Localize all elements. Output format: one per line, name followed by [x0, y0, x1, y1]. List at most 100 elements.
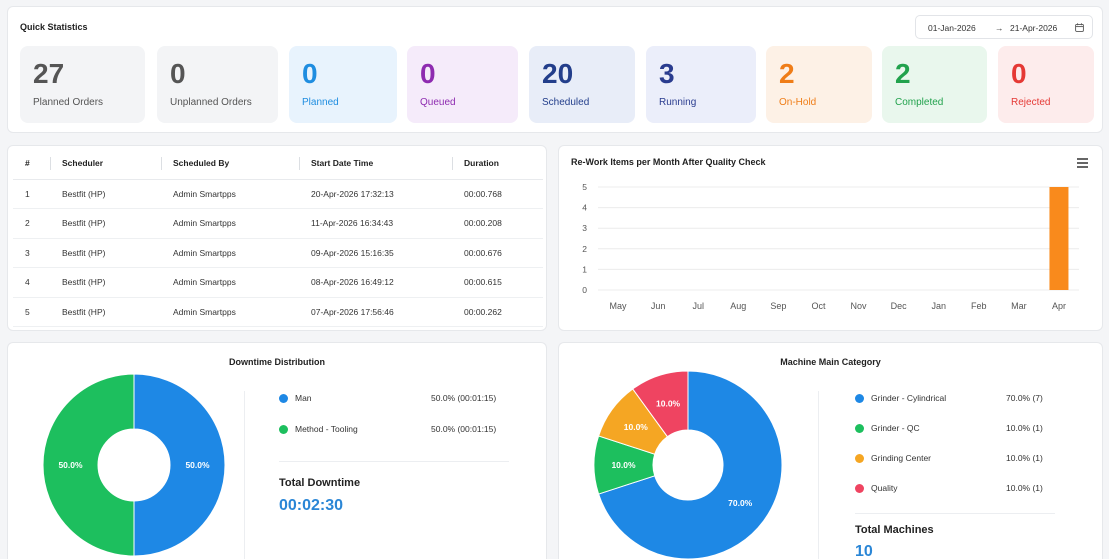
slice-label: 10.0% — [656, 399, 681, 409]
table-cell: Admin Smartpps — [161, 297, 299, 327]
stat-label: Planned Orders — [33, 97, 104, 108]
scheduler-history-table: # Scheduler Scheduled By Start Date Time Dur… — [13, 148, 543, 327]
bar[interactable] — [1049, 187, 1069, 290]
arrow-right-icon: → — [995, 23, 1004, 33]
date-to[interactable]: 21-Apr-2026 — [1010, 23, 1058, 33]
total-machines-value: 10 — [855, 543, 873, 559]
machine-category-donut-chart: 70.0% 10.0% 10.0% 10.0% — [593, 370, 783, 559]
legend-name: Quality — [871, 483, 898, 493]
column-header[interactable]: Scheduled By — [161, 148, 299, 180]
table-row[interactable]: 1 Bestfit (HP) Admin Smartpps 20-Apr-2026 1… — [13, 179, 543, 209]
stat-label: On-Hold — [779, 97, 817, 108]
stat-value: 0 — [1011, 58, 1027, 89]
donut-slice[interactable] — [133, 373, 226, 557]
legend-item[interactable]: Grinder - QC 10.0% (1) — [855, 423, 1076, 435]
stat-tile[interactable]: 0 Unplanned Orders — [157, 46, 278, 123]
table-row[interactable]: 2 Bestfit (HP) Admin Smartpps 11-Apr-2026 1… — [13, 208, 543, 239]
stat-value: 20 — [542, 58, 574, 89]
table-cell: 00:00.615 — [452, 267, 543, 298]
table-cell: 3 — [13, 238, 50, 268]
table-cell: Bestfit (HP) — [50, 179, 161, 209]
table-cell: Admin Smartpps — [161, 208, 299, 239]
legend-color-dot — [855, 394, 864, 403]
downtime-distribution-card: Downtime Distribution 50.0% 50.0% Man 50.0… — [7, 342, 547, 559]
divider — [279, 461, 509, 462]
legend-name: Grinding Center — [871, 453, 932, 463]
slice-label: 70.0% — [728, 498, 753, 508]
scheduler-history-table-card: # Scheduler Scheduled By Start Date Time Dur… — [7, 145, 547, 331]
legend-item[interactable]: Grinding Center 10.0% (1) — [855, 453, 1076, 465]
stat-tile[interactable]: 20 Scheduled — [529, 46, 635, 123]
table-cell: 1 — [13, 179, 50, 209]
legend-value: 50.0% (00:01:15) — [431, 424, 497, 434]
column-header[interactable]: # — [13, 148, 50, 180]
stat-label: Scheduled — [542, 97, 590, 108]
stat-tile[interactable]: 0 Rejected — [998, 46, 1094, 123]
legend-color-dot — [855, 424, 864, 433]
stat-tile[interactable]: 0 Queued — [407, 46, 518, 123]
machine-chart-title: Machine Main Category — [780, 357, 881, 367]
legend-color-dot — [855, 454, 864, 463]
date-range-picker[interactable]: 01-Jan-2026 → 21-Apr-2026 — [915, 15, 1093, 39]
legend-color-dot — [279, 425, 288, 434]
table-cell: 08-Apr-2026 16:49:12 — [299, 267, 452, 298]
stat-tile[interactable]: 27 Planned Orders — [20, 46, 145, 123]
stat-tile[interactable]: 3 Running — [646, 46, 756, 123]
rework-chart-card: Re-Work Items per Month After Quality Ch… — [558, 145, 1103, 331]
donut-slice[interactable] — [597, 370, 783, 559]
legend-item[interactable]: Man 50.0% (00:01:15) — [279, 393, 501, 405]
x-tick-label: May — [610, 301, 628, 311]
stat-value: 0 — [302, 58, 318, 89]
downtime-chart-title: Downtime Distribution — [229, 357, 325, 367]
donut-slice[interactable] — [42, 373, 135, 557]
legend-name: Grinder - Cylindrical — [871, 393, 947, 403]
hamburger-menu-icon[interactable] — [1077, 158, 1088, 170]
y-tick-label: 4 — [582, 203, 587, 213]
x-tick-label: Jan — [931, 301, 946, 311]
legend-value: 10.0% (1) — [1006, 453, 1043, 463]
slice-label: 50.0% — [185, 460, 210, 470]
table-cell: 00:00.768 — [452, 179, 543, 209]
table-cell: Admin Smartpps — [161, 267, 299, 298]
date-from[interactable]: 01-Jan-2026 — [928, 23, 976, 33]
table-cell: Admin Smartpps — [161, 179, 299, 209]
divider — [818, 391, 819, 559]
legend-item[interactable]: Quality 10.0% (1) — [855, 483, 1076, 495]
table-cell: 07-Apr-2026 17:56:46 — [299, 297, 452, 327]
table-row[interactable]: 5 Bestfit (HP) Admin Smartpps 07-Apr-2026 1… — [13, 297, 543, 327]
table-row[interactable]: 4 Bestfit (HP) Admin Smartpps 08-Apr-2026 1… — [13, 267, 543, 298]
x-tick-label: Sep — [770, 301, 786, 311]
stat-value: 0 — [420, 58, 436, 89]
legend-item[interactable]: Grinder - Cylindrical 70.0% (7) — [855, 393, 1076, 405]
quick-statistics-title: Quick Statistics — [20, 22, 88, 32]
rework-chart-title: Re-Work Items per Month After Quality Ch… — [571, 157, 766, 167]
x-tick-label: Feb — [971, 301, 987, 311]
table-cell: 00:00.676 — [452, 238, 543, 268]
legend-color-dot — [279, 394, 288, 403]
column-header[interactable]: Start Date Time — [299, 148, 452, 180]
table-cell: 11-Apr-2026 16:34:43 — [299, 208, 452, 239]
x-tick-label: Dec — [891, 301, 908, 311]
stat-tile[interactable]: 2 On-Hold — [766, 46, 872, 123]
calendar-icon[interactable] — [1075, 23, 1084, 32]
table-cell: 00:00.208 — [452, 208, 543, 239]
table-cell: 5 — [13, 297, 50, 327]
total-downtime-value: 00:02:30 — [279, 497, 344, 514]
legend-value: 70.0% (7) — [1006, 393, 1043, 403]
divider — [244, 391, 245, 559]
table-cell: Bestfit (HP) — [50, 208, 161, 239]
stat-value: 27 — [33, 58, 65, 89]
table-row[interactable]: 3 Bestfit (HP) Admin Smartpps 09-Apr-2026 1… — [13, 238, 543, 268]
x-tick-label: Apr — [1052, 301, 1066, 311]
column-header[interactable]: Duration — [452, 148, 543, 180]
x-tick-label: Jul — [692, 301, 704, 311]
table-cell: 00:00.262 — [452, 297, 543, 327]
rework-bar-chart: 0 1 2 3 4 5 May Jun Jul Aug Sep Oct Nov Dec Jan Feb Mar A… — [582, 182, 1079, 311]
y-tick-label: 3 — [582, 223, 587, 233]
stat-label: Planned — [302, 97, 339, 108]
stat-tile[interactable]: 0 Planned — [289, 46, 397, 123]
stat-tile[interactable]: 2 Completed — [882, 46, 987, 123]
column-header[interactable]: Scheduler — [50, 148, 161, 180]
legend-item[interactable]: Method - Tooling 50.0% (00:01:15) — [279, 424, 501, 436]
donut-slice[interactable] — [632, 370, 689, 438]
